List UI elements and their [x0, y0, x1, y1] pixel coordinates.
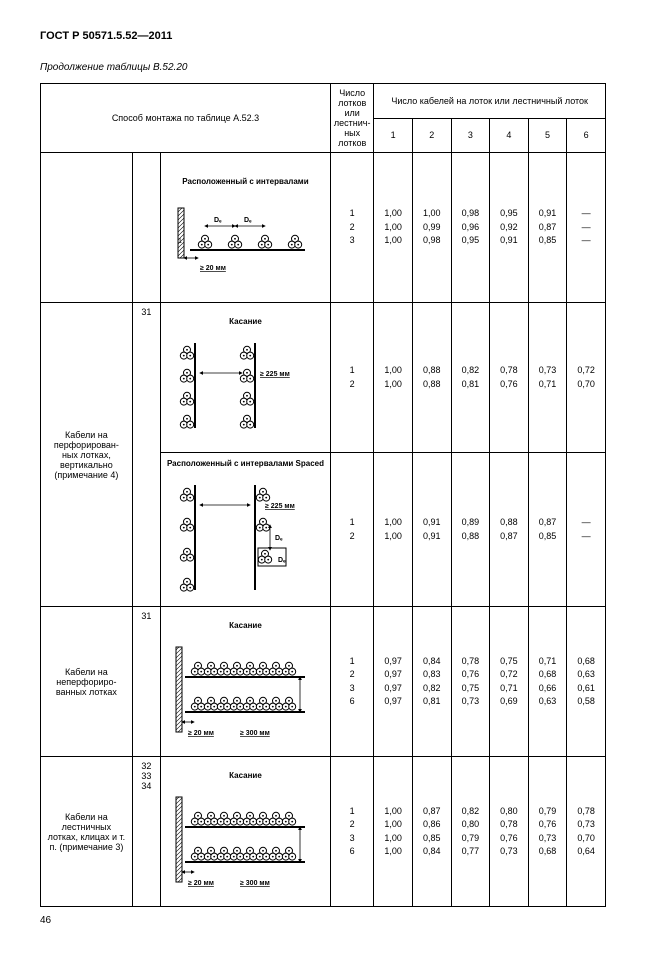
value-cell: 0,880,88 [412, 303, 451, 453]
row-label: Кабели на неперфориро-ванных лотках [41, 607, 133, 757]
hdr-c6: 6 [567, 118, 606, 153]
value-cell: 0,730,71 [528, 303, 567, 453]
hdr-cables: Число кабелей на лоток или лестничный ло… [374, 84, 606, 119]
value-cell: 1,001,00 [374, 303, 413, 453]
diagram-cell: Касание ≥ 20 мм ≥ 300 мм [160, 757, 330, 907]
value-cell: 0,780,76 [490, 303, 529, 453]
value-cell: —— [567, 453, 606, 607]
value-cell: 0,890,88 [451, 453, 490, 607]
value-cell: 0,800,780,760,73 [490, 757, 529, 907]
row-label: Кабели на лестничных лотках, клицах и т.… [41, 757, 133, 907]
value-cell: 0,790,760,730,68 [528, 757, 567, 907]
svg-text:Dₑ: Dₑ [275, 535, 283, 542]
value-cell: 1,000,990,98 [412, 153, 451, 303]
row-ref: 31 [132, 303, 160, 607]
value-cell: 0,870,85 [528, 453, 567, 607]
trays-values: 12 [331, 453, 374, 607]
svg-text:≥ 300 мм: ≥ 300 мм [240, 880, 270, 887]
row-label: Кабели на перфорирован-ных лотках, верти… [41, 303, 133, 607]
svg-text:≥ 20 мм: ≥ 20 мм [188, 880, 214, 887]
value-cell: 0,870,860,850,84 [412, 757, 451, 907]
value-cell: 1,001,00 [374, 453, 413, 607]
hdr-method: Способ монтажа по таблице A.52.3 [41, 84, 331, 153]
svg-text:Dₑ: Dₑ [278, 557, 286, 564]
subtitle: Продолжение таблицы B.52.20 [40, 62, 606, 73]
value-cell: 0,820,800,790,77 [451, 757, 490, 907]
main-table: Способ монтажа по таблице A.52.3 Число л… [40, 83, 606, 907]
trays-values: 1236 [331, 607, 374, 757]
hdr-c4: 4 [490, 118, 529, 153]
diagram-horiz-touch: ≥ 20 мм ≥ 300 мм [170, 632, 320, 742]
hdr-c5: 5 [528, 118, 567, 153]
diagram-cell: Касание ≥ 20 мм ≥ 300 мм [160, 607, 330, 757]
value-cell: ——— [567, 153, 606, 303]
doc-title: ГОСТ Р 50571.5.52—2011 [40, 30, 606, 42]
page-number: 46 [40, 915, 606, 926]
value-cell: 0,910,870,85 [528, 153, 567, 303]
value-cell: 0,720,70 [567, 303, 606, 453]
trays-values: 123 [331, 153, 374, 303]
svg-text:Dₑ: Dₑ [244, 217, 252, 224]
diagram-vert-touch: ≥ 225 мм [170, 328, 320, 438]
value-cell: 0,950,920,91 [490, 153, 529, 303]
svg-text:Dₑ: Dₑ [214, 217, 222, 224]
value-cell: 0,880,87 [490, 453, 529, 607]
value-cell: 0,970,970,970,97 [374, 607, 413, 757]
hdr-c1: 1 [374, 118, 413, 153]
value-cell: 0,820,81 [451, 303, 490, 453]
row-ref: 31 [132, 607, 160, 757]
value-cell: 1,001,001,00 [374, 153, 413, 303]
svg-text:1: 1 [178, 238, 182, 245]
row-label [41, 153, 133, 303]
value-cell: 0,780,730,700,64 [567, 757, 606, 907]
svg-text:≥ 300 мм: ≥ 300 мм [240, 730, 270, 737]
diagram-cell: Расположенный с интервалами Dₑ Dₑ 1 ≥ 20… [160, 153, 330, 303]
value-cell: 0,680,630,610,58 [567, 607, 606, 757]
value-cell: 1,001,001,001,00 [374, 757, 413, 907]
diagram-vert-spaced: ≥ 225 мм Dₑ Dₑ [170, 470, 320, 600]
diagram-horiz-touch: ≥ 20 мм ≥ 300 мм [170, 782, 320, 892]
svg-text:≥ 20 мм: ≥ 20 мм [200, 265, 226, 272]
diagram-cell: Касание ≥ 225 мм [160, 303, 330, 453]
diagram-horiz-spaced: Dₑ Dₑ 1 ≥ 20 мм [170, 188, 320, 278]
value-cell: 0,710,680,660,63 [528, 607, 567, 757]
value-cell: 0,750,720,710,69 [490, 607, 529, 757]
svg-text:≥ 20 мм: ≥ 20 мм [188, 730, 214, 737]
svg-text:≥ 225 мм: ≥ 225 мм [260, 371, 290, 378]
hdr-c3: 3 [451, 118, 490, 153]
row-ref: 323334 [132, 757, 160, 907]
svg-text:≥ 225 мм: ≥ 225 мм [265, 503, 295, 510]
trays-values: 1236 [331, 757, 374, 907]
hdr-c2: 2 [412, 118, 451, 153]
diagram-cell: Расположенный с интервалами Spaced ≥ 225… [160, 453, 330, 607]
value-cell: 0,910,91 [412, 453, 451, 607]
trays-values: 12 [331, 303, 374, 453]
value-cell: 0,840,830,820,81 [412, 607, 451, 757]
value-cell: 0,780,760,750,73 [451, 607, 490, 757]
row-ref [132, 153, 160, 303]
value-cell: 0,980,960,95 [451, 153, 490, 303]
hdr-trays: Число лотков или лестнич-ных лотков [331, 84, 374, 153]
